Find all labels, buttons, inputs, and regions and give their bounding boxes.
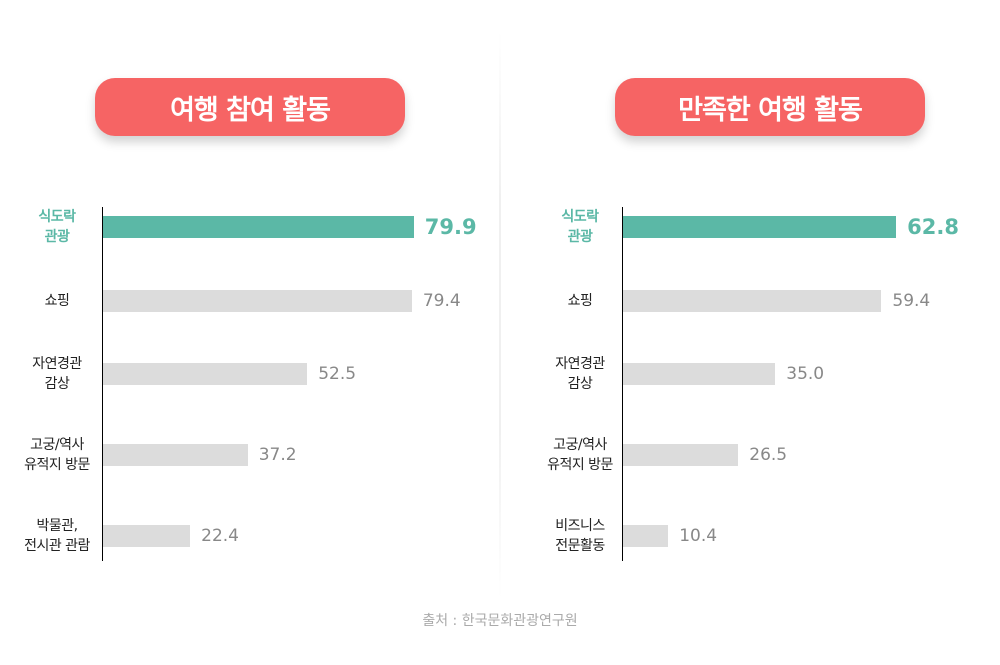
value-label: 26.5 [749,445,788,465]
value-label: 52.5 [318,364,357,384]
bar [103,363,308,385]
left-chart-title: 여행 참여 활동 [95,78,405,136]
value-label: 79.4 [422,291,461,311]
bar [623,290,882,312]
category-label: 쇼핑 [44,293,70,309]
category-label: 박물관, 전시관 관람 [24,518,90,554]
left-axis [102,207,103,561]
category-label: 고궁/역사 유적지 방문 [547,437,613,473]
category-label: 식도락 관광 [561,209,599,245]
bar [623,444,739,466]
right-chart-title: 만족한 여행 활동 [615,78,925,136]
value-label: 35.0 [786,364,825,384]
bar [103,444,248,466]
bar [623,525,669,547]
bar [103,290,412,312]
category-label: 고궁/역사 유적지 방문 [24,437,90,473]
bar [623,216,897,238]
value-label: 79.9 [424,215,477,239]
value-label: 37.2 [258,445,297,465]
source-note: 출처 : 한국문화관광연구원 [422,613,578,629]
right-axis [622,207,623,561]
value-label: 10.4 [679,526,718,546]
value-label: 62.8 [907,215,959,239]
value-label: 59.4 [892,291,931,311]
bar [103,525,191,547]
category-label: 자연경관 감상 [555,356,605,392]
category-label: 쇼핑 [567,293,593,309]
bar [103,216,414,238]
category-label: 식도락 관광 [38,209,76,245]
category-label: 자연경관 감상 [32,356,82,392]
divider [499,30,501,600]
category-label: 비즈니스 전문활동 [555,518,605,554]
value-label: 22.4 [201,526,239,546]
bar [623,363,776,385]
